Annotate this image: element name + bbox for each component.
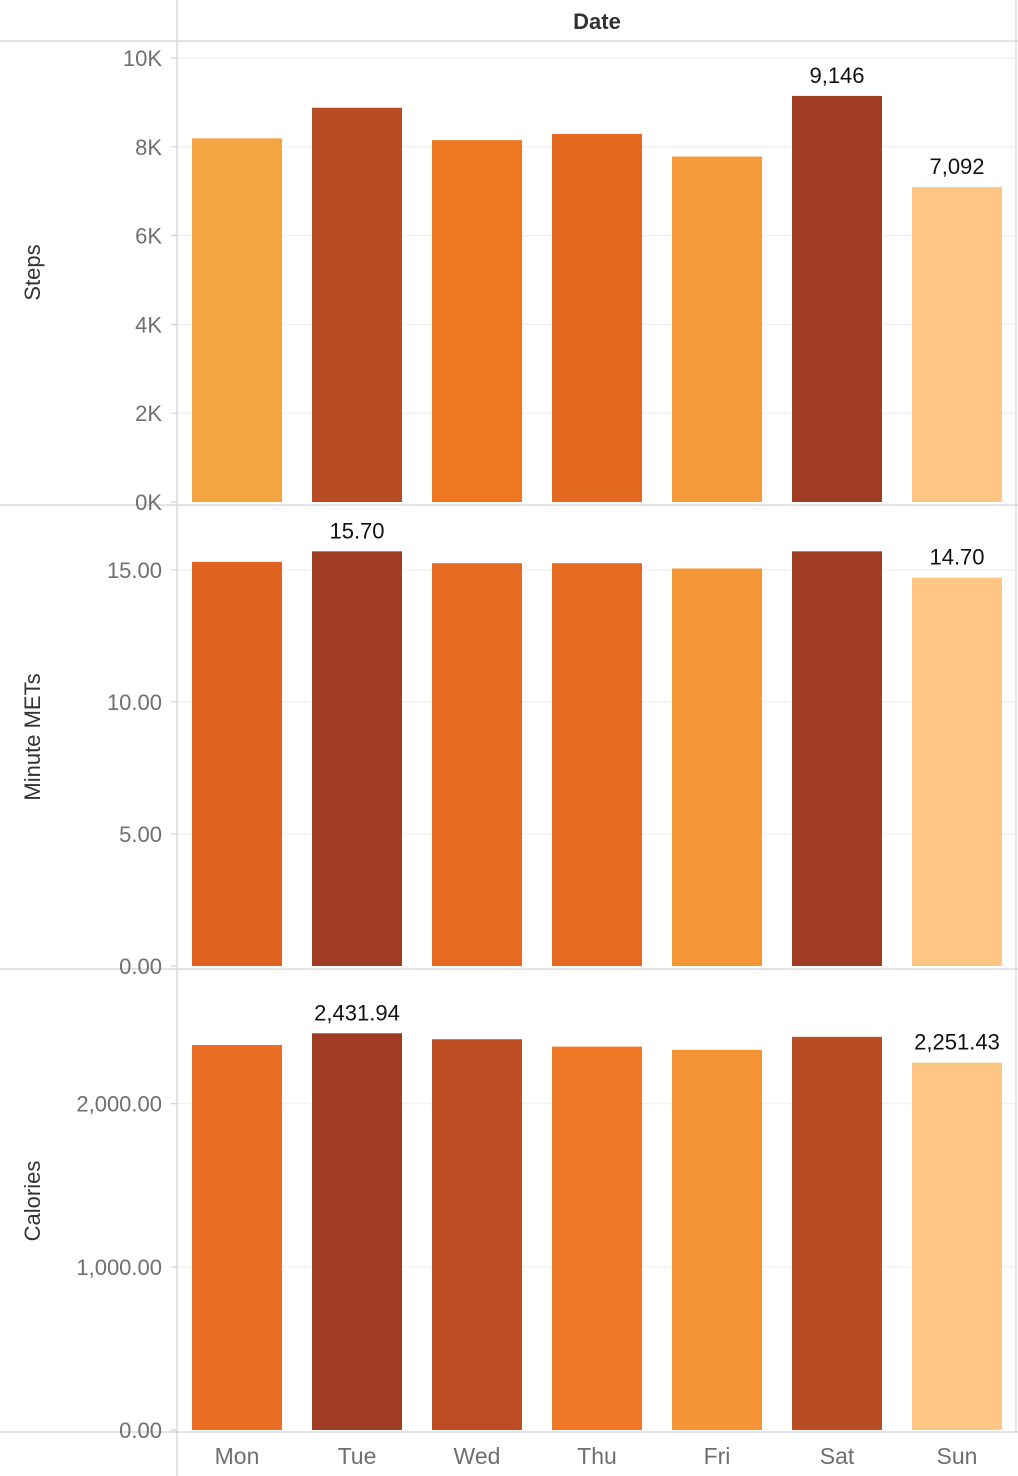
data-label: 15.70 [329,518,384,543]
bar-sat[interactable] [792,551,882,966]
x-tick-label: Tue [338,1443,377,1469]
y-tick-label: 2K [135,401,162,426]
y-axis-title: Minute METs [20,673,45,800]
y-axis-title: Steps [20,244,45,300]
bar-tue[interactable] [312,551,402,966]
y-tick-label: 6K [135,224,162,249]
x-tick-label: Wed [454,1443,501,1469]
x-axis: Mon Tue Wed Thu Fri Sat Sun [215,1443,978,1469]
bar-thu[interactable] [552,1046,642,1430]
y-tick-label: 0K [135,490,162,515]
y-tick-label: 0.00 [119,954,162,979]
bar-sat[interactable] [792,95,882,502]
y-tick-label: 4K [135,312,162,337]
x-tick-label: Fri [704,1443,731,1469]
bar-thu[interactable] [552,133,642,502]
x-tick-label: Mon [215,1443,260,1469]
x-tick-label: Sun [937,1443,978,1469]
data-label: 7,092 [929,154,984,179]
panel-steps: 0K 2K 4K 6K 8K 10K Steps 9,146 7,092 [20,46,1016,515]
chart-panels: 0K 2K 4K 6K 8K 10K Steps 9,146 7,092 0.00 5.00 10.0… [20,46,1016,1443]
bar-sun[interactable] [912,577,1002,966]
data-label: 9,146 [809,63,864,88]
bar-sun[interactable] [912,1062,1002,1430]
bar-mon[interactable] [192,138,282,502]
data-label: 14.70 [929,545,984,570]
bar-wed[interactable] [432,563,522,966]
y-tick-label: 2,000.00 [76,1092,162,1117]
y-tick-label: 10K [123,46,162,71]
y-tick-label: 8K [135,135,162,160]
bar-tue[interactable] [312,107,402,502]
bar-mon[interactable] [192,561,282,966]
panel-calories: 0.00 1,000.00 2,000.00 Calories 2,431.94 2,25… [20,1000,1016,1443]
bar-fri[interactable] [672,1049,762,1430]
data-label: 2,251.43 [914,1030,1000,1055]
bar-sun[interactable] [912,187,1002,502]
bar-fri[interactable] [672,156,762,502]
bar-thu[interactable] [552,563,642,966]
panel-minute-mets: 0.00 5.00 10.00 15.00 Minute METs 15.70 14.70 [20,518,1016,979]
y-tick-label: 1,000.00 [76,1255,162,1280]
bar-wed[interactable] [432,140,522,502]
bar-mon[interactable] [192,1044,282,1430]
y-tick-label: 10.00 [107,690,162,715]
bar-fri[interactable] [672,568,762,966]
y-axis-title: Calories [20,1161,45,1242]
x-tick-label: Sat [820,1443,855,1469]
y-tick-label: 15.00 [107,558,162,583]
header-title: Date [573,9,621,34]
bar-tue[interactable] [312,1033,402,1430]
x-tick-label: Thu [577,1443,617,1469]
bar-wed[interactable] [432,1039,522,1430]
y-tick-label: 5.00 [119,822,162,847]
data-label: 2,431.94 [314,1000,400,1025]
y-tick-label: 0.00 [119,1418,162,1443]
bar-sat[interactable] [792,1036,882,1430]
